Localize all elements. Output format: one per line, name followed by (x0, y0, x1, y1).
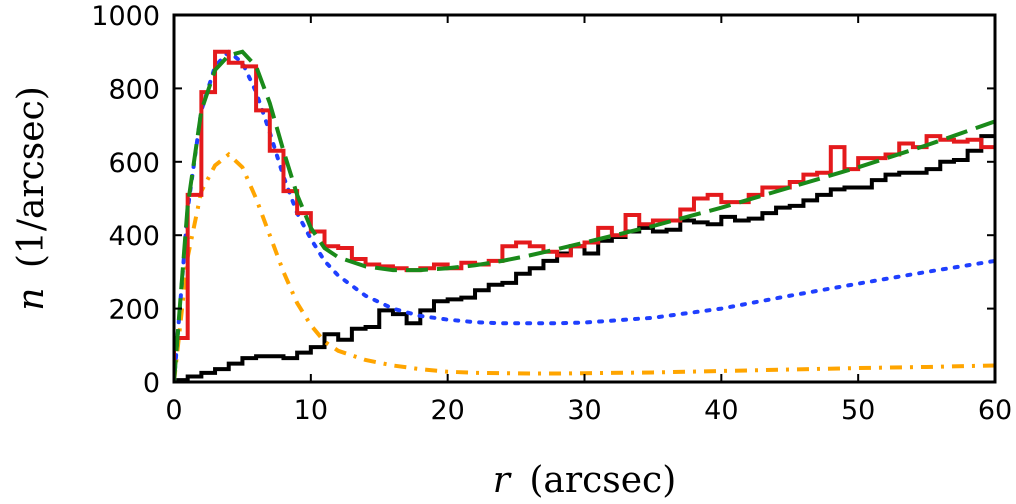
series-layer (174, 48, 995, 382)
y-tick-label: 0 (143, 368, 160, 399)
y-tick-label: 800 (108, 74, 160, 105)
x-tick-label: 30 (567, 395, 601, 426)
x-tick-label: 60 (978, 395, 1012, 426)
x-axis-unit: (arcsec) (529, 460, 676, 501)
y-axis-label: n (1/arcsec) (11, 86, 52, 311)
series-green-dashed-model (174, 49, 995, 382)
x-axis-variable: r (493, 460, 512, 501)
y-tick-label: 1000 (91, 1, 160, 32)
series-black-histogram (174, 134, 995, 382)
x-tick-label: 40 (704, 395, 738, 426)
x-tick-label: 0 (165, 395, 182, 426)
y-tick-label: 200 (108, 295, 160, 326)
y-axis-unit: (1/arcsec) (11, 86, 52, 268)
series-blue-dotted-model (174, 48, 995, 382)
y-tick-label: 400 (108, 221, 160, 252)
x-tick-label: 20 (430, 395, 464, 426)
series-orange-dashdot-model (174, 151, 995, 382)
series-red-histogram (174, 49, 995, 382)
y-tick-label: 600 (108, 148, 160, 179)
x-tick-label: 10 (294, 395, 328, 426)
x-tick-label: 50 (841, 395, 875, 426)
x-axis-label: r (arcsec) (493, 460, 677, 501)
y-axis-variable: n (11, 288, 52, 311)
